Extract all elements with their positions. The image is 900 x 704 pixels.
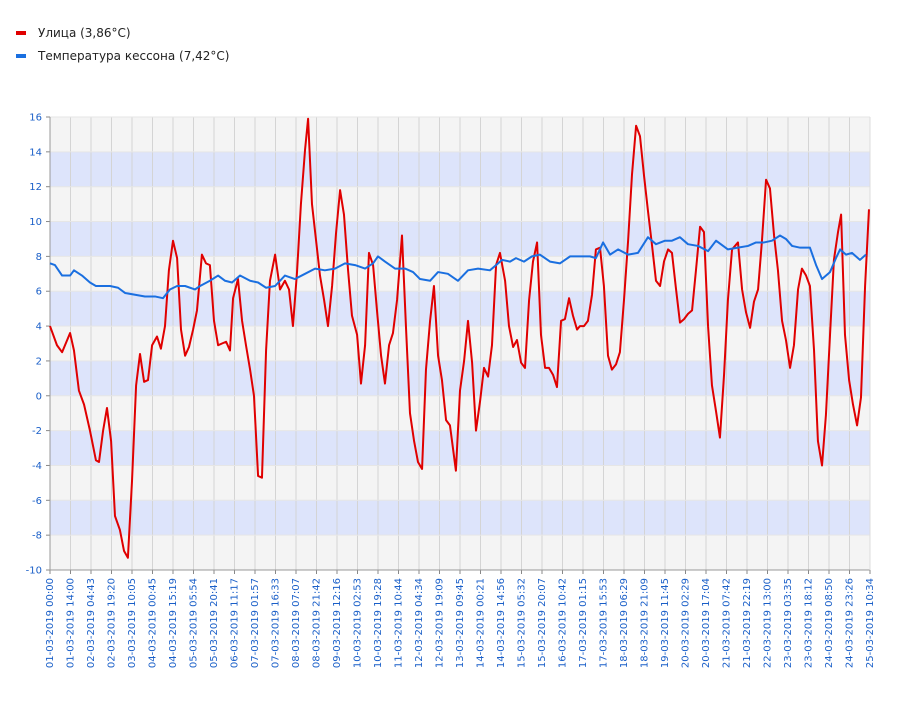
x-tick-label: 05-03-2019 20:41 xyxy=(209,578,220,668)
x-tick-label: 06-03-2019 11:17 xyxy=(230,578,241,668)
x-tick-label: 18-03-2019 21:09 xyxy=(640,578,651,668)
x-tick-label: 15-03-2019 05:32 xyxy=(517,578,528,668)
x-tick-label: 10-03-2019 02:53 xyxy=(353,578,364,668)
x-tick-label: 04-03-2019 15:19 xyxy=(168,578,179,668)
series-line xyxy=(49,117,870,559)
x-tick-label: 13-03-2019 09:45 xyxy=(455,578,466,668)
legend-label: Улица (3,86°C) xyxy=(38,26,131,40)
y-tick-label: 8 xyxy=(36,252,42,263)
x-tick-label: 08-03-2019 07:07 xyxy=(291,578,302,668)
x-tick-label: 10-03-2019 19:28 xyxy=(373,578,384,668)
legend-label: Температура кессона (7,42°C) xyxy=(37,49,229,63)
y-tick-label: 16 xyxy=(29,113,42,124)
y-tick-label: -10 xyxy=(26,566,42,577)
x-tick-label: 12-03-2019 04:34 xyxy=(414,578,425,668)
y-tick-label: 2 xyxy=(36,356,42,367)
x-tick-label: 23-03-2019 18:12 xyxy=(804,578,815,668)
legend-swatch xyxy=(16,31,26,35)
series-line xyxy=(49,234,867,300)
legend: Улица (3,86°C) Температура кессона (7,42°… xyxy=(16,26,229,63)
x-tick-label: 05-03-2019 05:54 xyxy=(189,578,200,668)
legend-swatch xyxy=(16,54,26,58)
x-tick-label: 02-03-2019 04:43 xyxy=(86,578,97,668)
y-tick-label: 6 xyxy=(36,287,42,298)
y-tick-label: 12 xyxy=(29,182,42,193)
x-tick-label: 25-03-2019 10:34 xyxy=(865,578,876,668)
x-tick-label: 07-03-2019 16:33 xyxy=(271,578,282,668)
x-tick-label: 17-03-2019 15:53 xyxy=(599,578,610,668)
x-tick-label: 17-03-2019 01:15 xyxy=(578,578,589,668)
x-tick-label: 24-03-2019 23:26 xyxy=(845,578,856,668)
y-tick-label: -6 xyxy=(32,496,42,507)
x-tick-label: 15-03-2019 20:07 xyxy=(537,578,548,668)
x-tick-label: 22-03-2019 13:00 xyxy=(763,578,774,668)
x-tick-label: 16-03-2019 10:42 xyxy=(558,578,569,668)
x-tick-label: 24-03-2019 08:50 xyxy=(824,578,835,668)
x-tick-label: 02-03-2019 19:20 xyxy=(107,578,118,668)
x-tick-label: 23-03-2019 03:35 xyxy=(783,578,794,668)
x-tick-label: 12-03-2019 19:09 xyxy=(435,578,446,668)
x-tick-label: 21-03-2019 22:19 xyxy=(742,578,753,668)
x-tick-label: 19-03-2019 11:45 xyxy=(660,578,671,668)
y-tick-label: 0 xyxy=(36,391,42,402)
x-tick-label: 08-03-2019 21:42 xyxy=(312,578,323,668)
x-tick-label: 07-03-2019 01:57 xyxy=(250,578,261,668)
x-tick-label: 14-03-2019 14:56 xyxy=(496,578,507,668)
x-tick-label: 01-03-2019 14:00 xyxy=(66,578,77,668)
x-tick-label: 11-03-2019 10:44 xyxy=(394,578,405,668)
y-tick-label: -4 xyxy=(32,461,42,472)
y-tick-label: 4 xyxy=(36,322,42,333)
x-tick-label: 03-03-2019 10:05 xyxy=(127,578,138,668)
x-tick-label: 04-03-2019 00:45 xyxy=(148,578,159,668)
x-tick-label: 21-03-2019 07:42 xyxy=(722,578,733,668)
x-tick-label: 18-03-2019 06:29 xyxy=(619,578,630,668)
x-tick-label: 20-03-2019 02:29 xyxy=(681,578,692,668)
x-tick-label: 20-03-2019 17:04 xyxy=(701,578,712,668)
x-tick-label: 01-03-2019 00:00 xyxy=(45,578,56,668)
x-tick-label: 14-03-2019 00:21 xyxy=(476,578,487,668)
x-tick-label: 09-03-2019 12:16 xyxy=(332,578,343,668)
y-tick-label: -2 xyxy=(32,426,42,437)
y-tick-label: 10 xyxy=(29,217,42,228)
y-tick-label: -8 xyxy=(32,531,42,542)
y-tick-label: 14 xyxy=(29,147,42,158)
